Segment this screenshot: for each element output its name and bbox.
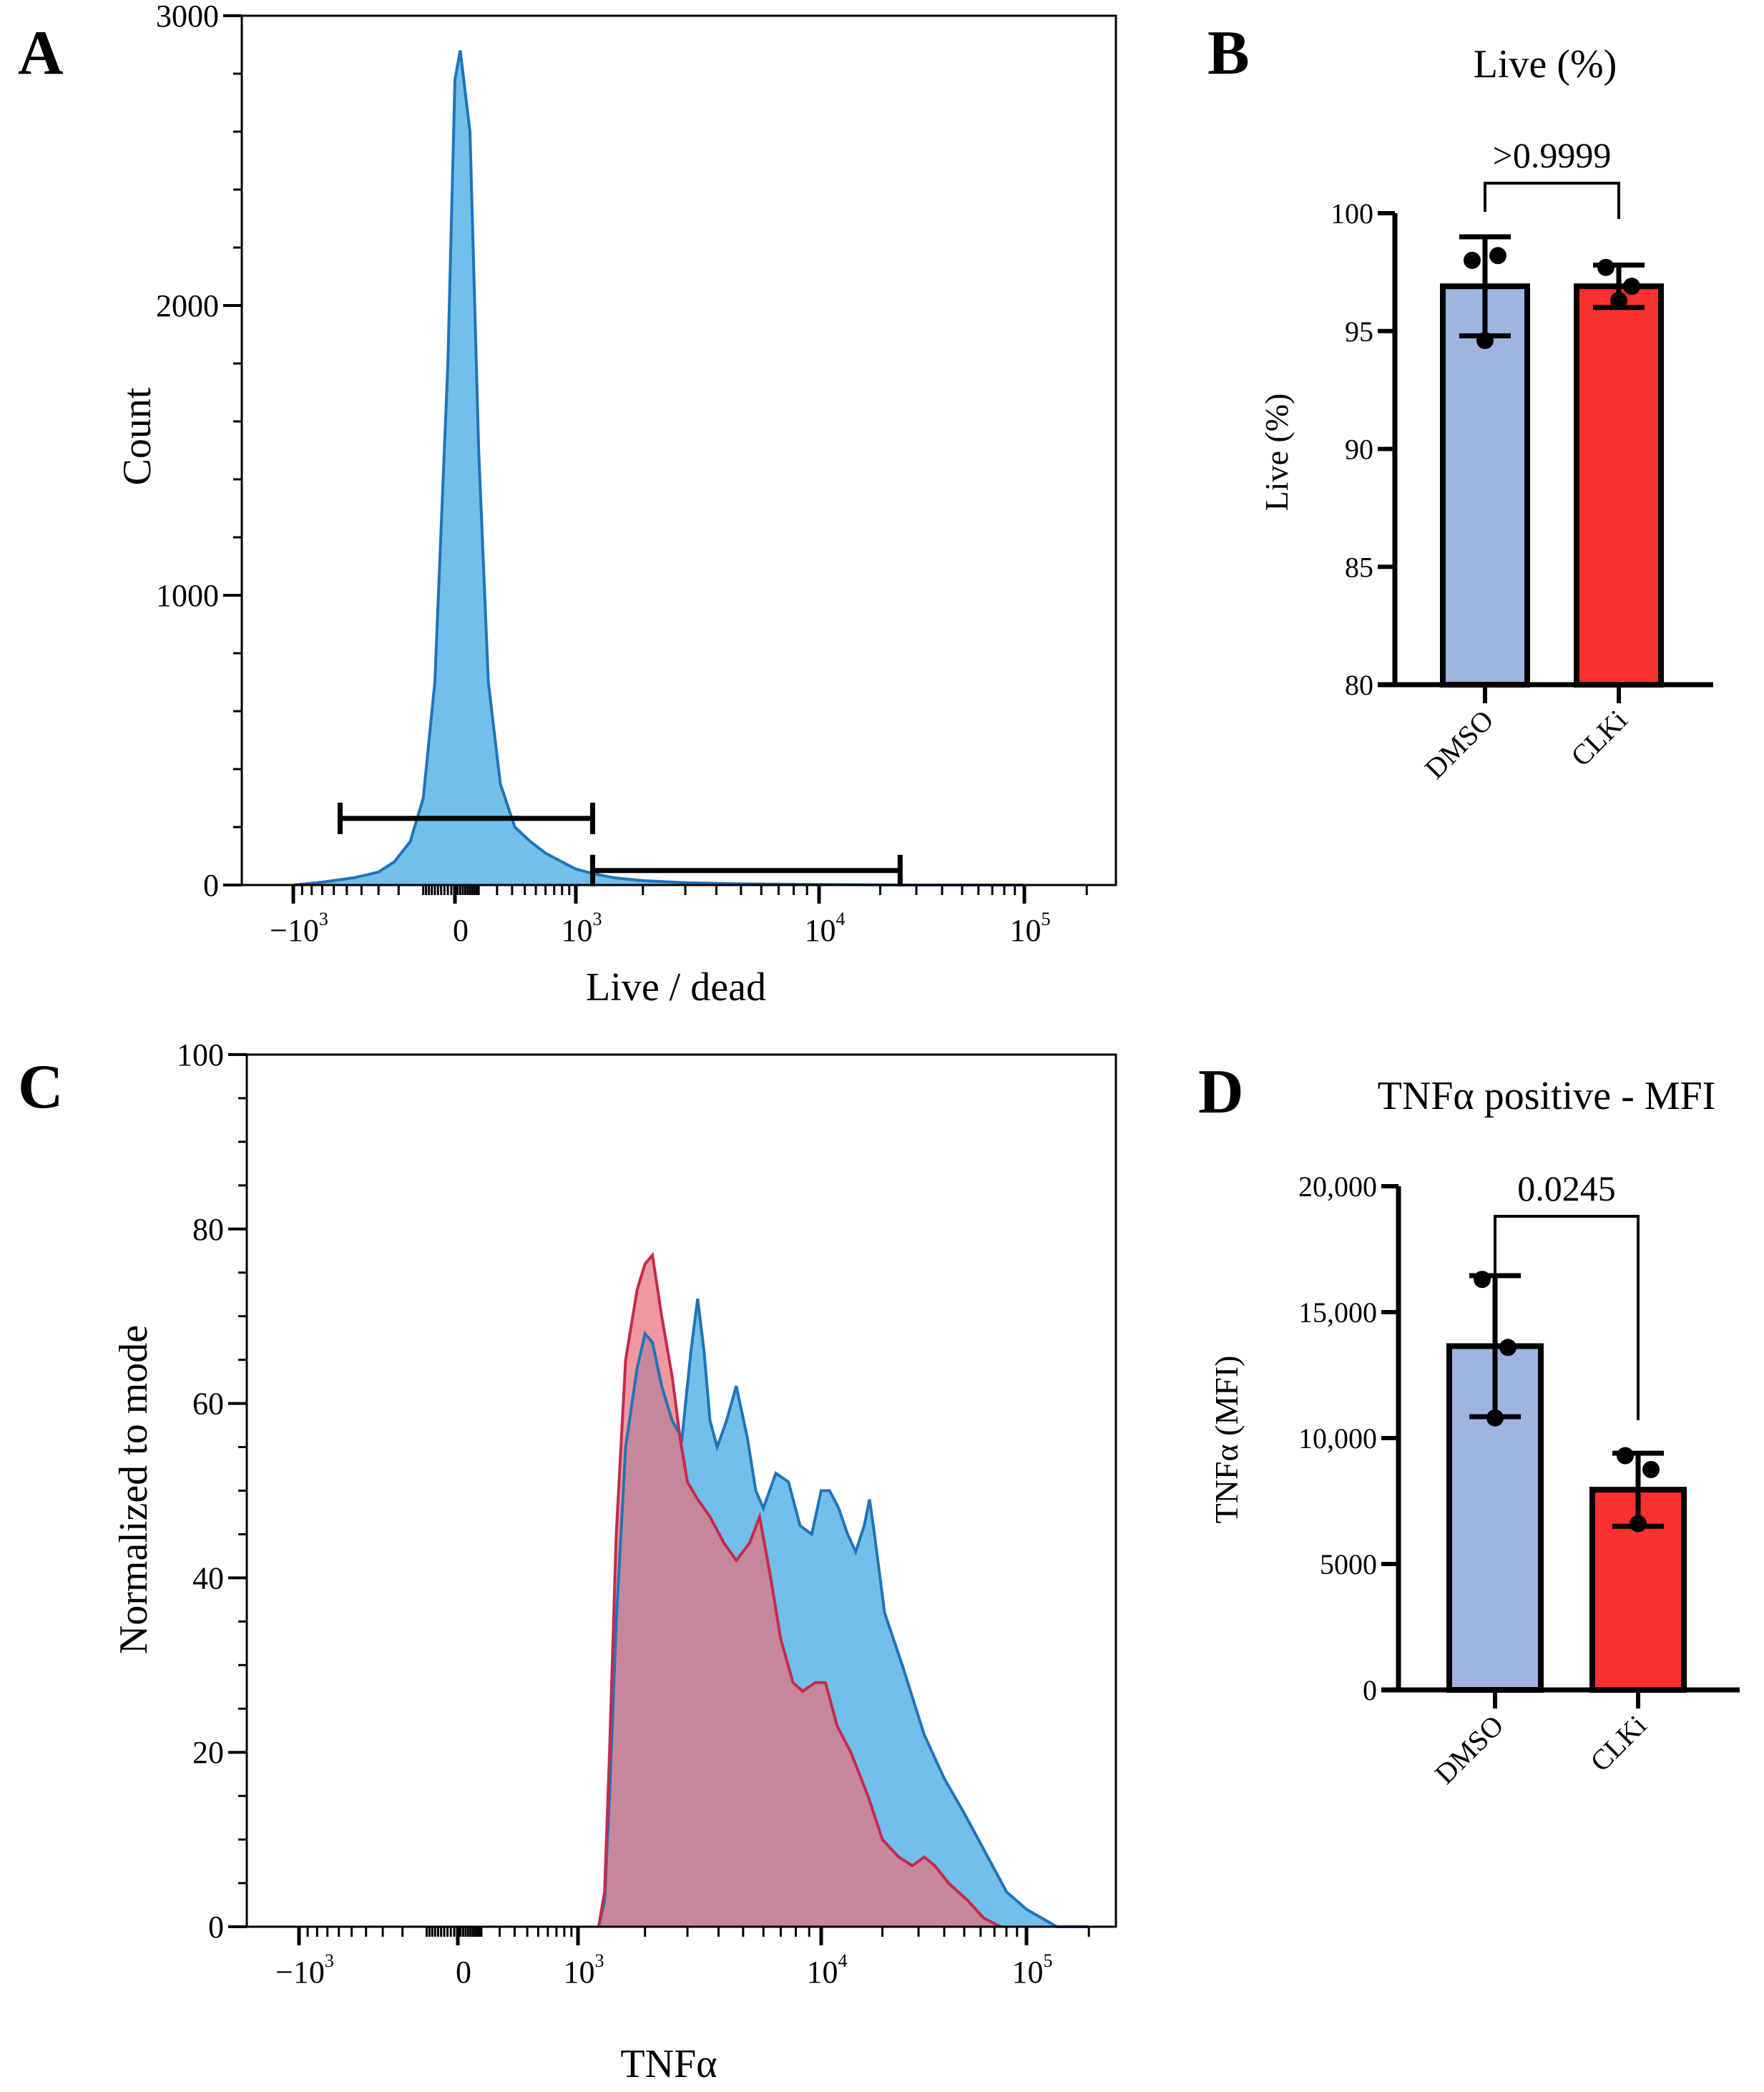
- y-axis-title: Live (%): [1258, 394, 1295, 512]
- clki-histogram-fill: [598, 1255, 1001, 1927]
- y-tick-label: 10,000: [1298, 1422, 1377, 1455]
- y-tick-label: 0: [1363, 1674, 1377, 1706]
- data-point: [1474, 1271, 1491, 1289]
- dmso-histogram-line: [597, 1299, 1089, 1928]
- y-tick-label: 20: [192, 1735, 224, 1770]
- panel-label-c: C: [18, 1052, 64, 1122]
- x-category-label: DMSO: [1429, 1709, 1510, 1791]
- data-point: [1597, 258, 1614, 276]
- y-tick-label: 85: [1345, 551, 1373, 583]
- y-tick-label: 100: [1331, 197, 1373, 230]
- y-axis-title: Normalized to mode: [112, 1325, 156, 1654]
- y-tick-label: 80: [192, 1212, 224, 1247]
- y-tick-label: 0: [203, 868, 219, 903]
- y-axis-title: Count: [115, 387, 160, 485]
- x-tick-label: 103: [562, 909, 602, 948]
- y-tick-label: 100: [177, 1037, 224, 1072]
- plot-frame: [240, 14, 1117, 886]
- data-point: [1610, 291, 1627, 309]
- panel-label-b: B: [1207, 19, 1250, 88]
- panel-a-histogram: 0 1000 2000 3000 −103 0 103 104 105 Live / dead Co…: [115, 0, 1117, 1010]
- y-tick-label: 5000: [1320, 1548, 1377, 1580]
- y-axis-title: TNFα (MFI): [1208, 1356, 1245, 1524]
- live-dead-histogram-fill: [293, 50, 1024, 886]
- x-category-label: CLKi: [1564, 704, 1633, 773]
- x-tick-label: −103: [275, 1950, 334, 1990]
- comparison-p-value: >0.9999: [1493, 135, 1612, 175]
- y-tick-label: 90: [1345, 434, 1373, 466]
- y-tick-label: 60: [192, 1387, 224, 1422]
- comparison-bracket: [1494, 1215, 1640, 1420]
- x-axis-title: Live / dead: [586, 965, 766, 1010]
- panel-b-bar-chart: Live (%) DMSO CLKi 80 85 90 95 100 Live (%) >0.99…: [1258, 42, 1713, 785]
- chart-title: Live (%): [1474, 42, 1617, 87]
- y-tick-label: 15,000: [1298, 1296, 1377, 1329]
- x-tick-label: 0: [453, 913, 469, 948]
- panel-label-a: A: [18, 19, 64, 88]
- x-tick-label: 104: [805, 909, 846, 948]
- x-tick-label: 104: [807, 1950, 848, 1990]
- x-tick-label: 105: [1012, 1950, 1053, 1990]
- data-point: [1642, 1461, 1660, 1478]
- data-point: [1464, 251, 1481, 269]
- chart-title: TNFα positive - MFI: [1378, 1074, 1716, 1118]
- x-category-label: CLKi: [1584, 1709, 1652, 1778]
- y-tick-label: 40: [192, 1560, 224, 1595]
- x-tick-label: −103: [270, 909, 328, 948]
- y-tick-label: 1000: [156, 578, 219, 613]
- y-tick-label: 2000: [156, 288, 219, 323]
- y-tick-label: 0: [208, 1910, 224, 1945]
- y-tick-label: 20,000: [1298, 1170, 1377, 1203]
- panel-d-bar-chart: TNFα positive - MFI DMSO CLKi 0 5000 10,000 15…: [1208, 1074, 1740, 1790]
- x-tick-label: 105: [1010, 909, 1051, 948]
- comparison-bracket: [1484, 182, 1620, 219]
- x-axis-title: TNFα: [620, 2042, 717, 2086]
- x-category-label: DMSO: [1418, 704, 1500, 786]
- live-dead-histogram-line: [293, 50, 1024, 886]
- data-point: [1489, 247, 1506, 265]
- x-tick-label: 103: [564, 1950, 604, 1990]
- panel-c-histogram: 0 20 40 60 80 100 −103 0 103 104 105 TNFα Normalized…: [112, 1037, 1117, 2086]
- data-point: [1486, 1409, 1504, 1427]
- x-tick-label: 0: [456, 1955, 471, 1990]
- clki-histogram-line: [597, 1251, 1001, 1928]
- bar-clki: [1574, 283, 1664, 688]
- panel-label-d: D: [1198, 1057, 1244, 1127]
- data-point: [1617, 1447, 1634, 1465]
- data-point: [1630, 1515, 1647, 1533]
- y-tick-label: 80: [1345, 669, 1373, 701]
- data-point: [1476, 331, 1494, 349]
- comparison-p-value: 0.0245: [1517, 1168, 1616, 1208]
- y-tick-label: 95: [1345, 316, 1373, 348]
- data-point: [1623, 278, 1640, 295]
- y-tick-label: 3000: [156, 0, 219, 34]
- data-point: [1499, 1339, 1516, 1357]
